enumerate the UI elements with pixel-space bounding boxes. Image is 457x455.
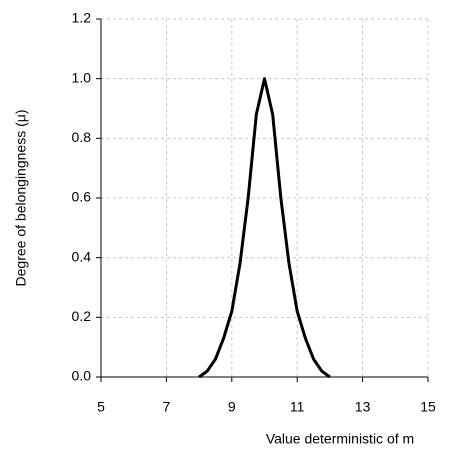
y-tick-label: 1.2 xyxy=(72,10,92,26)
x-tick-label: 7 xyxy=(163,399,171,415)
x-tick-label: 9 xyxy=(228,399,236,415)
y-tick-label: 0.0 xyxy=(72,368,92,384)
y-tick-label: 1.0 xyxy=(72,69,92,85)
y-tick-label: 0.2 xyxy=(72,308,92,324)
y-axis-label: Degree of belongingness (μ) xyxy=(13,110,29,287)
x-tick-label: 13 xyxy=(355,399,371,415)
y-tick-label: 0.4 xyxy=(72,248,92,264)
y-tick-label: 0.8 xyxy=(72,129,92,145)
y-tick-label: 0.6 xyxy=(72,189,92,205)
x-axis-label: Value deterministic of m xyxy=(266,431,414,447)
line-series xyxy=(198,77,331,379)
x-tick-label: 11 xyxy=(290,399,305,415)
x-tick-label: 5 xyxy=(97,399,105,415)
x-tick-label: 15 xyxy=(420,399,436,415)
